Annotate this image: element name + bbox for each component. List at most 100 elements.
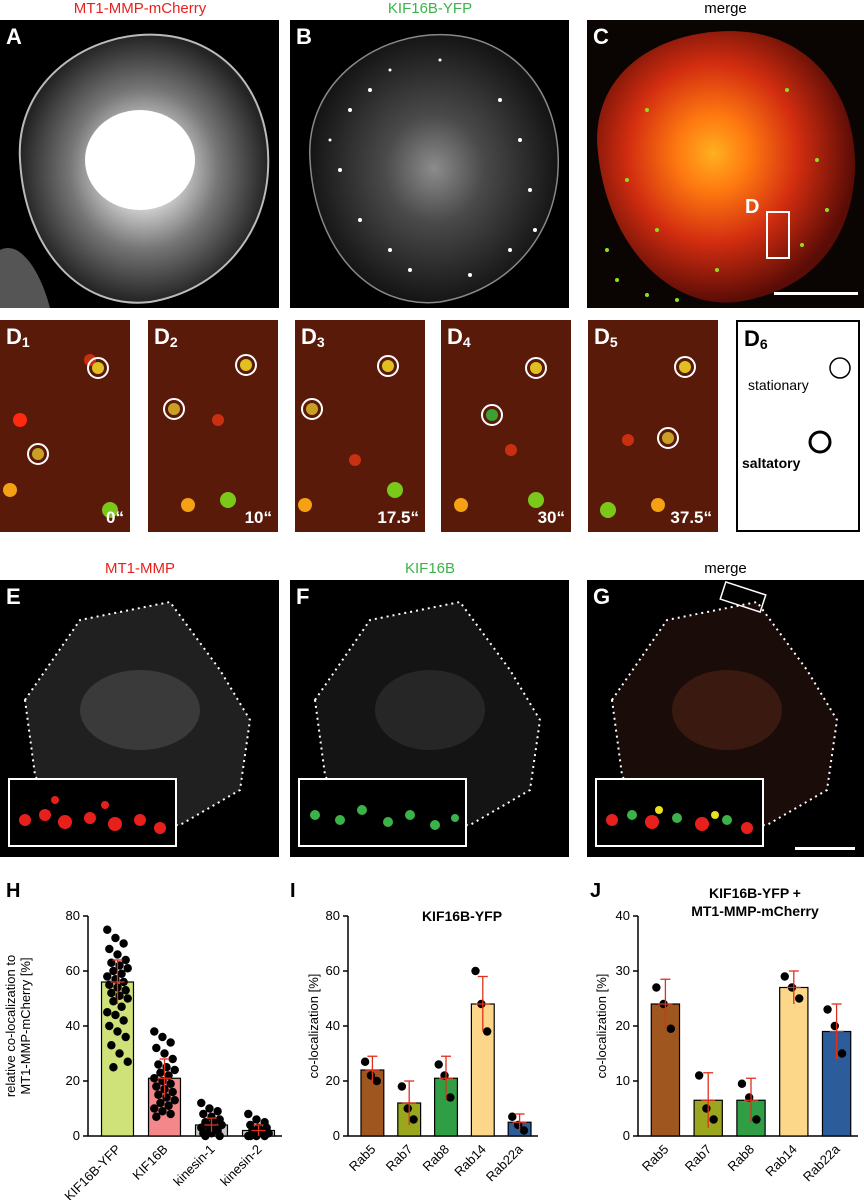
data-point [709,1115,718,1124]
d2-time: 10“ [244,508,272,527]
x-tick-label: Rab22a [800,1141,843,1184]
data-point [107,1041,116,1050]
title-merge-top: merge [704,0,747,17]
data-point [123,964,132,973]
bar [779,986,809,1137]
d6-label: D6 [744,326,768,352]
data-point [403,1104,412,1113]
micrograph-e-image [23,600,252,832]
x-tick-label: Rab8 [420,1142,453,1175]
panel-label-g: G [593,584,611,609]
d4-label: D4 [447,324,471,350]
data-point [471,966,480,976]
data-point [694,1071,704,1080]
x-tick-label: Rab5 [346,1142,379,1175]
chart-j-svg: 0 10 20 30 40 co-localization [%] Rab5 Rab7 Rab8… [594,908,858,1184]
data-point [830,1021,839,1031]
data-point [702,1104,711,1113]
x-tick-label: kinesin-2 [217,1142,264,1189]
data-point [170,1096,179,1105]
d2-label: D2 [154,324,178,350]
data-point [109,966,118,976]
d1-label: D1 [6,324,30,350]
data-point [117,1002,126,1011]
panel-label-e: E [6,584,21,609]
data-point [103,1008,112,1017]
d5-label: D5 [594,324,618,350]
data-point [168,1087,177,1097]
data-point [244,1109,253,1119]
d4-time: 30“ [537,508,565,527]
data-point [260,1131,269,1141]
x-tick-label: KIF16B [129,1142,170,1183]
x-tick-label: Rab7 [682,1142,715,1175]
micrograph-c-image [587,20,864,308]
data-point [117,969,126,978]
timelapse-d5-image [588,320,718,532]
micrograph-a-image [0,33,270,308]
y-axis-label: MT1-MMP-mCherry [%] [18,957,33,1094]
data-point [105,980,114,989]
legend-symbols [808,357,851,454]
data-point [164,1071,173,1080]
data-point [152,1112,161,1121]
data-point [154,1090,163,1099]
data-point [103,972,112,981]
y-tick-label: 20 [616,1018,630,1033]
data-point [213,1107,222,1116]
data-point [156,1098,165,1108]
data-point [372,1076,381,1086]
data-point [152,1043,161,1053]
data-point [154,1060,163,1069]
data-point [837,1049,847,1058]
panel-label-a: A [6,24,22,49]
chart-j-title-line2: MT1-MMP-mCherry [691,903,819,919]
chart-h: H 0 20 40 60 80 relative co-localization to MT… [0,868,288,1200]
title-kif16b-yfp: KIF16B-YFP [387,0,473,17]
inset-f-image [310,805,459,830]
data-point [446,1093,455,1102]
data-point [119,1016,128,1025]
data-point [752,1115,761,1124]
micrograph-g: G [587,580,864,857]
data-point [409,1115,418,1124]
data-point [160,1049,169,1058]
title-mt1-mmp-mcherry: MT1-MMP-mCherry [73,0,207,17]
data-point [121,1032,130,1042]
data-point [168,1054,177,1064]
data-point [666,1024,676,1033]
x-tick-label: Rab22a [483,1141,526,1184]
inset-e [8,778,177,847]
title-kif16b: KIF16B [404,560,456,577]
data-point [107,988,116,998]
data-point [166,1038,175,1047]
y-tick-label: 40 [326,1018,340,1033]
data-point [115,1049,124,1058]
data-point [205,1104,214,1113]
title-merge-mid: merge [704,560,747,577]
data-point [123,1057,132,1066]
d5-time: 37.5“ [670,508,712,527]
y-tick-label: 20 [66,1073,80,1088]
chart-j-title: KIF16B-YFP + MT1-MMP-mCherry [646,884,864,920]
data-point [109,997,118,1006]
data-point [111,1010,120,1020]
data-point [199,1109,208,1119]
title-mt1-mmp: MT1-MMP [105,560,175,577]
x-tick-label: KIF16B-YFP [61,1142,123,1200]
legend-stationary: stationary [748,377,809,393]
micrograph-g-image [610,581,855,850]
panel-label-c: C [593,24,609,49]
data-point [166,1109,175,1119]
timelapse-d3-image [295,320,425,532]
data-point [111,933,120,943]
chart-i-letter: I [290,880,296,902]
y-tick-label: 0 [73,1128,80,1143]
data-point [158,1032,167,1042]
x-tick-label: Rab8 [725,1142,758,1175]
data-point [113,950,122,959]
saltatory-circle-icon [808,430,832,454]
data-point [105,1021,114,1031]
timelapse-d1: D1 0“ [0,320,130,532]
chart-h-svg: 0 20 40 60 80 relative co-localization to MT1-… [3,908,282,1200]
